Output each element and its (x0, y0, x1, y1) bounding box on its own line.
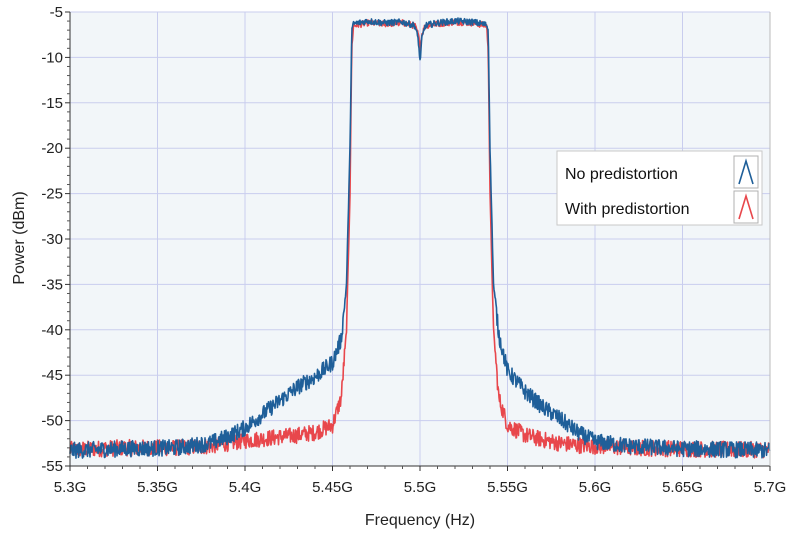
x-tick-label: 5.55G (487, 479, 528, 496)
y-tick-label: -50 (41, 413, 63, 430)
y-tick-label: -45 (41, 367, 63, 384)
legend-entry-label: No predistortion (565, 166, 678, 183)
y-tick-label: -15 (41, 95, 63, 112)
y-tick-label: -30 (41, 231, 63, 248)
y-tick-label: -25 (41, 186, 63, 203)
series-line (69, 17, 771, 459)
legend-box (556, 150, 763, 226)
y-tick-label: -5 (50, 4, 63, 21)
legend: No predistortion With predistortion (556, 150, 763, 226)
y-axis-ticks: -5 -10 -15 -20 -25 -30 -35 -40 -45 -50 -55 (41, 4, 70, 475)
x-tick-label: 5.6G (579, 479, 612, 496)
series-layer (69, 17, 771, 459)
legend-swatch (738, 193, 754, 220)
x-axis-ticks: 5.3G 5.35G 5.4G 5.45G 5.5G 5.55G 5.6G 5.65G 5.7G (54, 466, 787, 496)
x-tick-label: 5.45G (312, 479, 353, 496)
x-axis-title: Frequency (Hz) (365, 512, 475, 529)
y-axis-title: Power (dBm) (11, 191, 28, 284)
x-tick-label: 5.5G (404, 479, 437, 496)
x-tick-label: 5.35G (137, 479, 178, 496)
y-tick-label: -10 (41, 49, 63, 66)
legend-entry-label: With predistortion (565, 201, 690, 218)
y-tick-label: -35 (41, 276, 63, 293)
y-tick-label: -55 (41, 458, 63, 475)
x-tick-label: 5.7G (754, 479, 787, 496)
y-tick-label: -20 (41, 140, 63, 157)
x-tick-label: 5.3G (54, 479, 87, 496)
legend-swatch (738, 158, 754, 185)
y-tick-label: -40 (41, 322, 63, 339)
x-tick-label: 5.4G (229, 479, 262, 496)
x-tick-label: 5.65G (662, 479, 703, 496)
